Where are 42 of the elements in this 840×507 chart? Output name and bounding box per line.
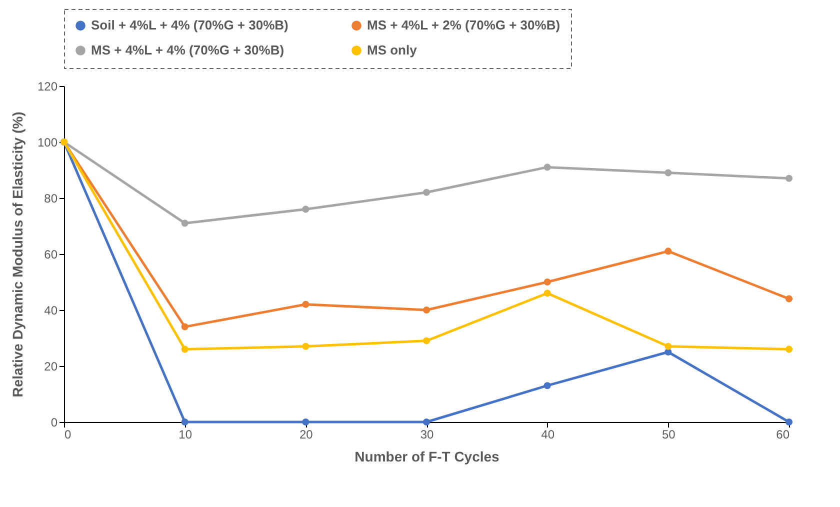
- point: [181, 323, 188, 330]
- x-tick-label: 30: [420, 428, 434, 442]
- x-tick-label: 50: [662, 428, 676, 442]
- legend-label: MS + 4%L + 2% (70%G + 30%B): [367, 18, 560, 33]
- point: [302, 206, 310, 213]
- point: [302, 342, 310, 350]
- y-tick-label: 120: [37, 80, 58, 94]
- legend-label: MS only: [367, 42, 418, 58]
- point: [181, 220, 188, 227]
- point: [302, 418, 310, 426]
- x-tick-label: 0: [64, 428, 72, 442]
- point: [785, 295, 793, 302]
- x-axis-title: Number of F-T Cycles: [354, 448, 500, 464]
- point: [302, 300, 310, 308]
- point: [785, 346, 793, 353]
- point: [422, 306, 430, 314]
- point: [544, 382, 551, 390]
- point: [544, 290, 551, 297]
- point: [664, 342, 672, 350]
- point: [664, 169, 672, 176]
- legend-label: Soil + 4%L + 4% (70%G + 30%B): [91, 18, 288, 33]
- point: [422, 418, 430, 426]
- point: [181, 418, 188, 426]
- point: [422, 337, 430, 344]
- y-tick-label: 60: [44, 248, 58, 262]
- y-axis-title: Relative Dynamic Modulus of Elasticity (%): [9, 112, 26, 398]
- point: [785, 174, 793, 182]
- x-tick-label: 40: [541, 428, 555, 442]
- x-tick-label: 60: [776, 428, 790, 442]
- y-tick-label: 80: [44, 192, 58, 206]
- point: [544, 164, 551, 171]
- y-tick-label: 20: [44, 360, 58, 374]
- point: [181, 346, 188, 353]
- y-tick-label: 100: [37, 136, 58, 150]
- x-tick-label: 20: [299, 428, 314, 442]
- point: [422, 188, 430, 196]
- point: [544, 278, 551, 286]
- legend-label: MS + 4%L + 4% (70%G + 30%B): [91, 42, 284, 58]
- point: [664, 248, 672, 255]
- y-tick-label: 40: [44, 304, 58, 318]
- y-tick-label: 0: [50, 416, 58, 430]
- x-tick-label: 10: [178, 428, 192, 442]
